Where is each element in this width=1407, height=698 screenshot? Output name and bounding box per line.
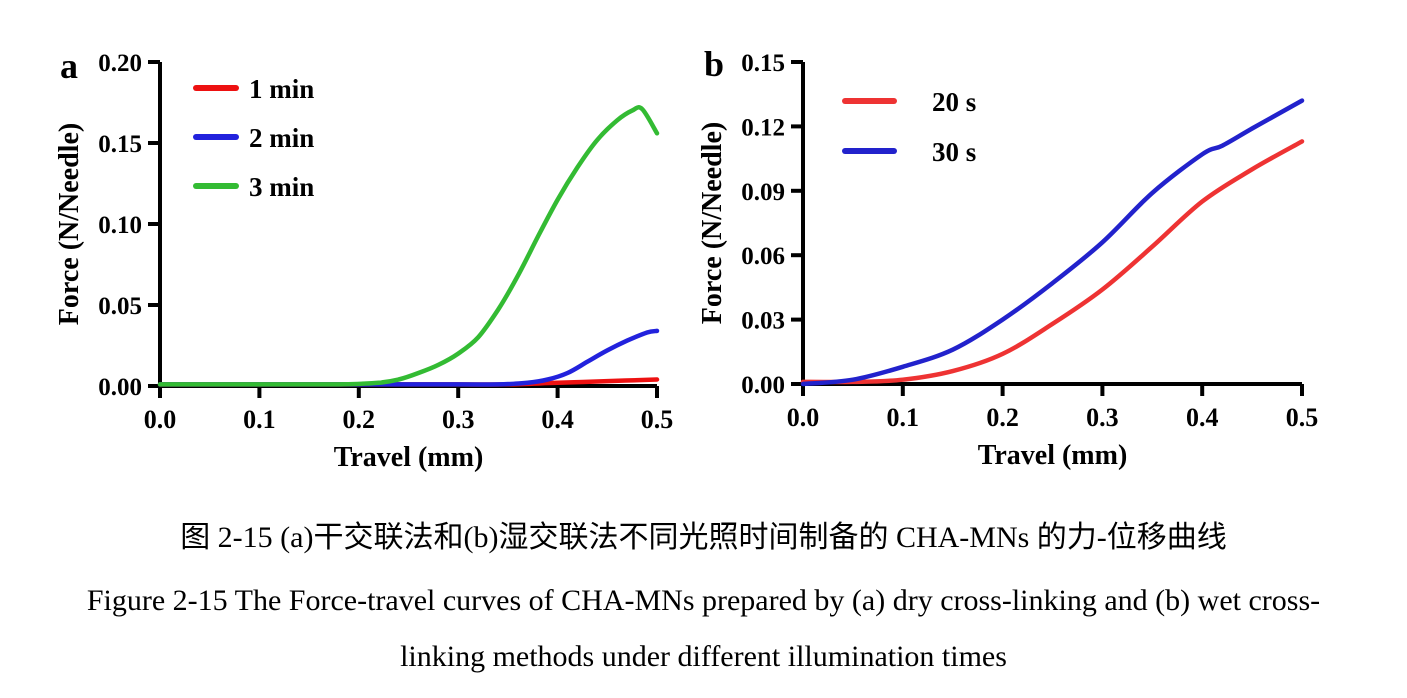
legend-label-2-min: 2 min: [249, 123, 314, 153]
x-tick-label: 0.0: [144, 405, 177, 434]
force-travel-chart-b: 0.00 0.03 0.06 0.09 0.12 0.15 0.0 0.1 0.2 0.3 0.4 0…: [697, 44, 1319, 471]
x-tick-label: 0.5: [641, 405, 674, 434]
y-tick-label: 0.09: [741, 179, 785, 206]
y-tick-label: 0.06: [741, 243, 785, 270]
x-tick-label: 0.1: [243, 405, 276, 434]
x-axis-title: Travel (mm): [978, 440, 1128, 471]
y-axis-title: Force (N/Needle): [697, 122, 728, 324]
panel-letter: b: [704, 44, 724, 84]
x-tick-label: 0.4: [1186, 403, 1219, 432]
series-curve-20-s: [800, 139, 1305, 385]
caption-english-line1: Figure 2-15 The Force-travel curves of C…: [86, 584, 1321, 617]
x-tick-label: 0.2: [986, 403, 1019, 432]
x-tick-label: 0.0: [787, 403, 820, 432]
y-axis-title: Force (N/Needle): [54, 123, 85, 325]
legend-label-30-s: 30 s: [932, 137, 976, 167]
y-tick-label: 0.15: [741, 50, 785, 77]
caption-chinese: 图 2-15 (a)干交联法和(b)湿交联法不同光照时间制备的 CHA-MNs …: [180, 521, 1227, 554]
series-curve-3-min: [157, 105, 660, 387]
legend-label-20-s: 20 s: [932, 87, 976, 117]
x-tick-label: 0.3: [442, 405, 475, 434]
y-tick-label: 0.12: [741, 114, 785, 141]
caption-english-line2: linking methods under different illumina…: [400, 640, 1007, 673]
panel-letter: a: [60, 46, 78, 86]
x-tick-label: 0.2: [343, 405, 376, 434]
y-tick-label: 0.20: [98, 50, 142, 77]
legend-label-1-min: 1 min: [249, 74, 314, 104]
y-tick-label: 0.15: [98, 131, 142, 158]
series-curve-30-s: [800, 98, 1305, 387]
y-tick-label: 0.10: [98, 212, 142, 239]
force-travel-chart-a: 0.00 0.05 0.10 0.15 0.20 0.0 0.1 0.2 0.3 0.4 0.5 Tr…: [54, 46, 674, 473]
x-tick-label: 0.1: [887, 403, 920, 432]
x-tick-label: 0.3: [1086, 403, 1119, 432]
y-tick-label: 0.03: [741, 308, 785, 335]
x-axis-title: Travel (mm): [334, 442, 484, 473]
y-tick-label: 0.00: [741, 372, 785, 399]
y-tick-label: 0.00: [98, 374, 142, 401]
x-tick-label: 0.5: [1286, 403, 1319, 432]
y-tick-label: 0.05: [98, 293, 142, 320]
x-tick-label: 0.4: [541, 405, 574, 434]
legend-label-3-min: 3 min: [249, 172, 314, 202]
